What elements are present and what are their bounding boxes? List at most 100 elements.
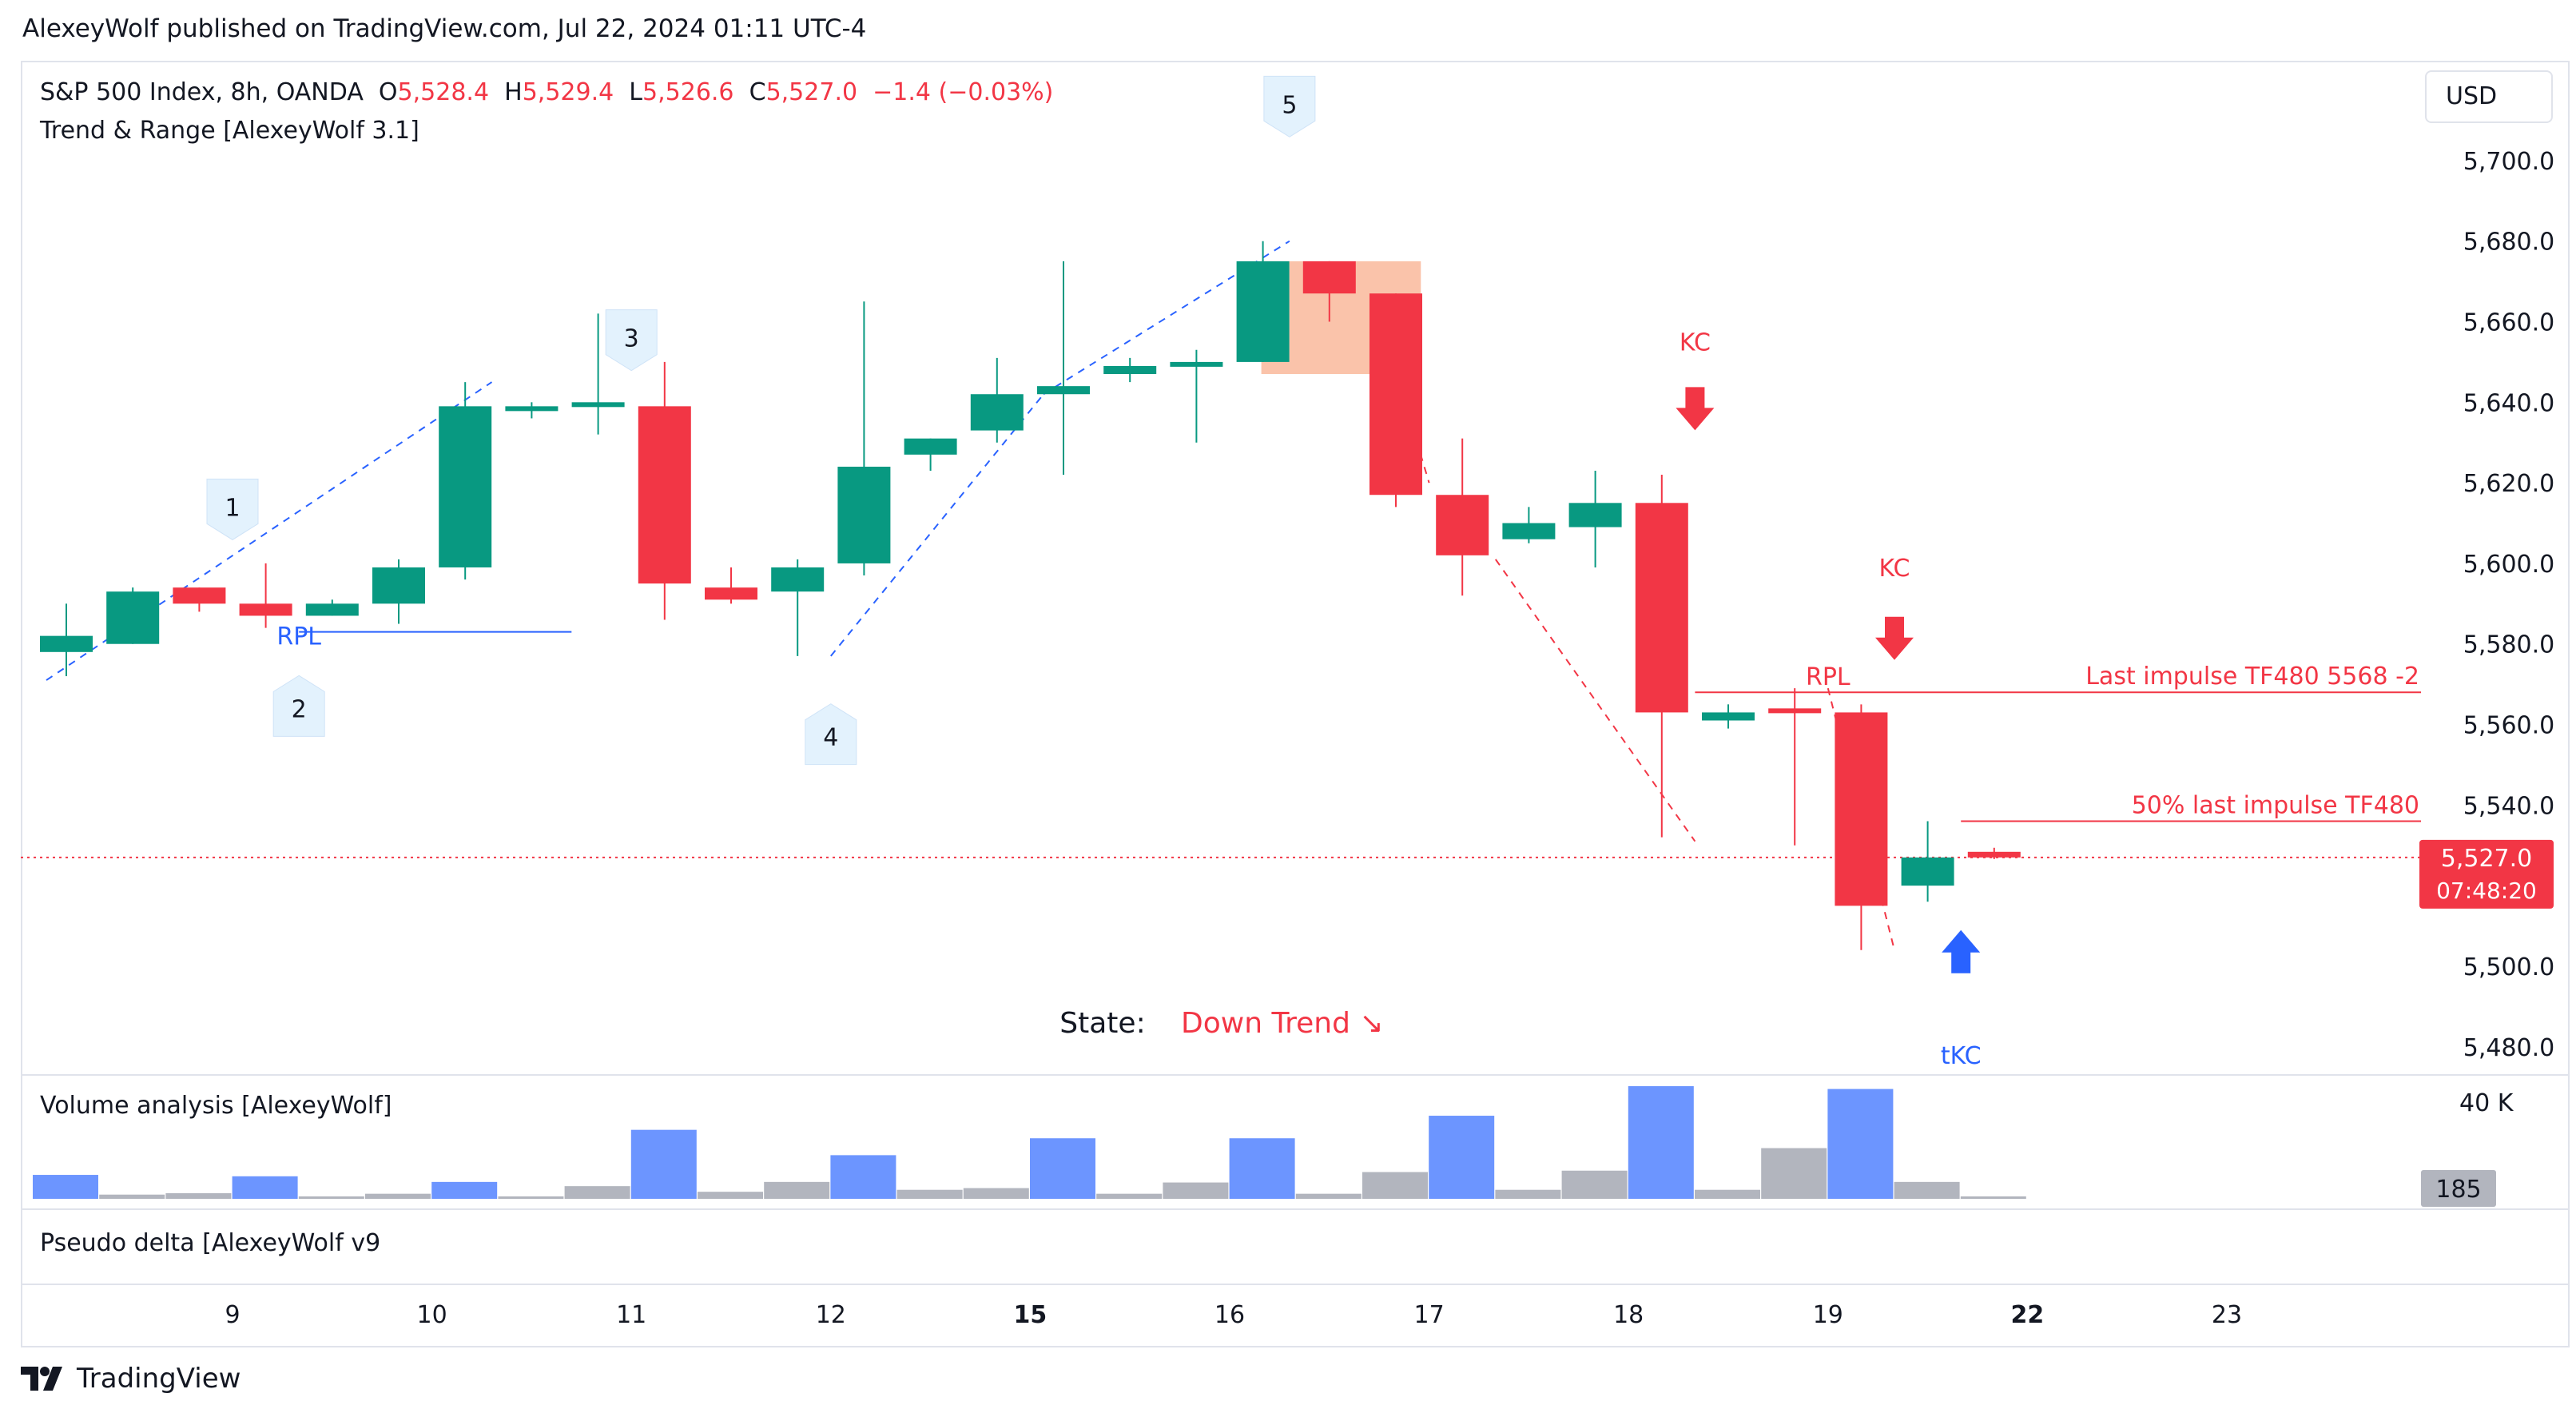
volume-bar bbox=[165, 1192, 232, 1199]
volume-bar bbox=[1295, 1193, 1362, 1199]
chart-frame bbox=[21, 61, 2570, 1347]
pseudo-delta-title[interactable]: Pseudo delta [AlexeyWolf v9 bbox=[40, 1229, 381, 1257]
wave-label-box bbox=[206, 478, 259, 540]
volume-bar bbox=[232, 1176, 298, 1199]
candle-body bbox=[439, 406, 492, 567]
y-tick-label: 5,480.0 bbox=[2463, 1034, 2555, 1062]
candle-body bbox=[904, 438, 957, 455]
y-tick-label: 5,600.0 bbox=[2463, 551, 2555, 579]
high-value: 5,529.4 bbox=[522, 78, 614, 106]
volume-bar bbox=[1960, 1196, 2026, 1199]
volume-bar bbox=[1761, 1148, 1827, 1199]
x-tick-label: 23 bbox=[2212, 1301, 2242, 1329]
y-tick-label: 5,640.0 bbox=[2463, 389, 2555, 417]
volume-indicator-title[interactable]: Volume analysis [AlexeyWolf] bbox=[40, 1092, 392, 1120]
candle-body bbox=[1568, 503, 1622, 527]
last-price-value: 5,527.0 bbox=[2441, 845, 2533, 873]
volume-bar bbox=[431, 1181, 498, 1199]
candle-body bbox=[1768, 708, 1822, 714]
indicator-legend[interactable]: Trend & Range [AlexeyWolf 3.1] bbox=[40, 117, 419, 145]
candle-body bbox=[571, 402, 625, 408]
volume-bar bbox=[564, 1186, 630, 1199]
x-tick-label: 10 bbox=[417, 1301, 447, 1329]
bar-countdown: 07:48:20 bbox=[2436, 878, 2537, 904]
x-tick-label: 9 bbox=[225, 1301, 240, 1329]
candle-body bbox=[1236, 261, 1290, 362]
wave-label-5: 5 bbox=[1263, 75, 1316, 137]
tradingview-logo[interactable]: TradingView bbox=[21, 1363, 241, 1395]
wave-label-text: 3 bbox=[624, 325, 639, 353]
y-tick-label: 5,660.0 bbox=[2463, 309, 2555, 337]
volume-bar bbox=[1561, 1170, 1628, 1199]
x-tick-label: 15 bbox=[1014, 1301, 1047, 1329]
volume-bar bbox=[896, 1189, 963, 1199]
wave-label-3: 3 bbox=[605, 309, 658, 372]
signal-label: KC bbox=[1680, 329, 1711, 357]
candle-body bbox=[1502, 523, 1556, 539]
candle-body bbox=[239, 603, 292, 616]
volume-value: 185 bbox=[2435, 1176, 2481, 1204]
y-tick-label: 5,620.0 bbox=[2463, 470, 2555, 498]
open-label: O bbox=[378, 78, 398, 106]
candle-body bbox=[1967, 851, 2021, 858]
low-label: L bbox=[629, 78, 643, 106]
candle-body bbox=[638, 406, 691, 584]
y-tick-label: 5,560.0 bbox=[2463, 712, 2555, 740]
candle-body bbox=[1037, 386, 1090, 395]
published-caption: AlexeyWolf published on TradingView.com,… bbox=[22, 14, 867, 43]
x-tick-label: 17 bbox=[1414, 1301, 1445, 1329]
state-label: State: bbox=[1059, 1007, 1145, 1040]
level-line-label: 50% last impulse TF480 bbox=[2132, 792, 2419, 820]
candle-body bbox=[1170, 361, 1223, 367]
signal-arrow-up bbox=[1942, 929, 1981, 973]
wave-label-text: 4 bbox=[823, 724, 838, 752]
volume-bar bbox=[698, 1192, 763, 1199]
signal-arrow-down bbox=[1676, 387, 1715, 431]
last-price-tag bbox=[2419, 839, 2554, 909]
wave-label-box bbox=[272, 675, 325, 737]
volume-bar bbox=[1695, 1189, 1760, 1199]
volume-bar bbox=[1429, 1116, 1495, 1199]
x-tick-label: 12 bbox=[816, 1301, 846, 1329]
currency-button[interactable]: USD bbox=[2425, 70, 2553, 123]
candle-body bbox=[106, 591, 160, 644]
candle-body bbox=[1835, 712, 1888, 906]
signal-label: RPL bbox=[1806, 663, 1851, 691]
volume-value-tag bbox=[2421, 1170, 2496, 1207]
candle-body bbox=[1436, 495, 1489, 555]
candle-body bbox=[40, 635, 93, 652]
volume-bar bbox=[830, 1155, 896, 1199]
volume-bar bbox=[1163, 1182, 1229, 1199]
wave-label-text: 1 bbox=[225, 494, 240, 522]
wave-label-4: 4 bbox=[805, 703, 857, 766]
symbol-legend[interactable]: S&P 500 Index, 8h, OANDA O5,528.4 H5,529… bbox=[40, 78, 1053, 106]
y-tick-label: 5,500.0 bbox=[2463, 953, 2555, 981]
tradingview-brand: TradingView bbox=[77, 1363, 241, 1395]
candle-body bbox=[705, 587, 757, 600]
x-tick-label: 16 bbox=[1214, 1301, 1245, 1329]
open-value: 5,528.4 bbox=[397, 78, 490, 106]
y-tick-label: 5,580.0 bbox=[2463, 631, 2555, 659]
wave-label-box bbox=[805, 703, 857, 766]
volume-bar bbox=[1894, 1181, 1960, 1199]
volume-bar bbox=[630, 1129, 697, 1199]
wave-label-2: 2 bbox=[272, 675, 325, 737]
candle-body bbox=[1635, 503, 1688, 713]
volume-bar bbox=[99, 1194, 165, 1199]
volume-bar bbox=[1096, 1193, 1163, 1199]
x-tick-label: 11 bbox=[616, 1301, 646, 1329]
low-value: 5,526.6 bbox=[642, 78, 734, 106]
candle-body bbox=[372, 567, 425, 604]
y-tick-label: 5,680.0 bbox=[2463, 229, 2555, 257]
x-tick-label: 22 bbox=[2011, 1301, 2045, 1329]
wave-label-text: 2 bbox=[292, 695, 307, 723]
signal-label: RPL bbox=[276, 623, 321, 651]
x-tick-label: 19 bbox=[1813, 1301, 1843, 1329]
close-label: C bbox=[749, 78, 766, 106]
trend-line bbox=[830, 393, 1044, 657]
state-value: Down Trend ↘ bbox=[1181, 1007, 1384, 1040]
candle-body bbox=[1302, 261, 1356, 294]
change-value: −1.4 (−0.03%) bbox=[873, 78, 1054, 106]
candle-body bbox=[305, 603, 359, 616]
